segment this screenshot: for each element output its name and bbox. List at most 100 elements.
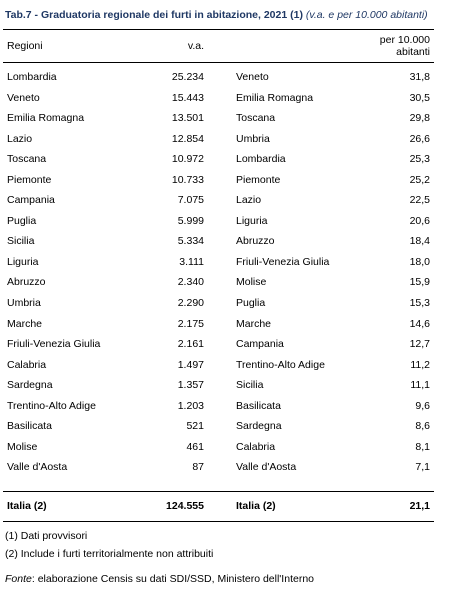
- region-va-cell: Campania: [7, 194, 55, 207]
- va-cell: 10.733: [171, 173, 204, 186]
- header-per-line1: per 10.000: [379, 34, 430, 46]
- table-row: Veneto 15.443 Emilia Romagna 30,5: [0, 90, 456, 111]
- top-rule: [3, 29, 434, 30]
- region-va-cell: Calabria: [7, 358, 47, 371]
- region-rate-cell: Emilia Romagna: [236, 91, 314, 104]
- region-va-cell: Puglia: [7, 214, 37, 227]
- footnote-1: (1) Dati provvisori: [5, 530, 88, 542]
- va-cell: 2.290: [177, 297, 204, 310]
- va-cell: 87: [192, 461, 204, 474]
- table-row: Lombardia 25.234 Veneto 31,8: [0, 69, 456, 90]
- va-cell: 2.175: [177, 317, 204, 330]
- table-title-main: Tab.7 - Graduatoria regionale dei furti …: [5, 9, 303, 21]
- va-cell: 2.161: [177, 338, 204, 351]
- total-label-va: Italia (2): [7, 500, 47, 512]
- region-rate-cell: Sicilia: [236, 379, 264, 392]
- rate-cell: 11,2: [410, 358, 430, 371]
- rate-cell: 9,6: [415, 399, 430, 412]
- va-cell: 10.972: [171, 153, 204, 166]
- region-rate-cell: Umbria: [236, 132, 270, 145]
- footnote-2: (2) Include i furti territorialmente non…: [5, 548, 214, 560]
- region-rate-cell: Calabria: [236, 440, 276, 453]
- region-rate-cell: Sardegna: [236, 420, 282, 433]
- rate-cell: 8,1: [415, 440, 430, 453]
- total-row: Italia (2) 124.555 Italia (2) 21,1: [0, 500, 456, 516]
- va-cell: 15.443: [171, 91, 204, 104]
- va-cell: 1.357: [177, 379, 204, 392]
- rate-cell: 25,3: [409, 153, 430, 166]
- region-va-cell: Basilicata: [7, 420, 52, 433]
- table-body: Lombardia 25.234 Veneto 31,8 Veneto 15.443 Emi…: [0, 69, 456, 480]
- region-rate-cell: Lombardia: [236, 153, 286, 166]
- va-cell: 12.854: [171, 132, 204, 145]
- source-text: : elaborazione Censis su dati SDI/SSD, M…: [31, 573, 315, 585]
- va-cell: 5.334: [177, 235, 204, 248]
- rate-cell: 20,6: [409, 214, 430, 227]
- table-row: Puglia 5.999 Liguria 20,6: [0, 213, 456, 234]
- rate-cell: 31,8: [409, 71, 430, 83]
- region-rate-cell: Molise: [236, 276, 267, 289]
- rate-cell: 12,7: [409, 338, 430, 351]
- table-row: Abruzzo 2.340 Molise 15,9: [0, 274, 456, 295]
- va-cell: 1.497: [177, 358, 204, 371]
- region-va-cell: Piemonte: [7, 173, 52, 186]
- rate-cell: 18,4: [409, 235, 430, 248]
- total-top-rule: [3, 491, 434, 492]
- region-va-cell: Friuli-Venezia Giulia: [7, 338, 101, 351]
- region-rate-cell: Campania: [236, 338, 284, 351]
- table-row: Sicilia 5.334 Abruzzo 18,4: [0, 233, 456, 254]
- rate-cell: 29,8: [409, 112, 430, 125]
- rate-cell: 7,1: [415, 461, 430, 474]
- region-rate-cell: Abruzzo: [236, 235, 275, 248]
- rate-cell: 8,6: [415, 420, 430, 433]
- rate-cell: 25,2: [409, 173, 430, 186]
- region-va-cell: Emilia Romagna: [7, 112, 85, 125]
- total-label-rate: Italia (2): [236, 500, 276, 512]
- header-per-10000: per 10.000 abitanti: [350, 34, 430, 58]
- table-row: Emilia Romagna 13.501 Toscana 29,8: [0, 110, 456, 131]
- table-row: Lazio 12.854 Umbria 26,6: [0, 131, 456, 152]
- va-cell: 521: [186, 420, 204, 433]
- rate-cell: 15,3: [409, 297, 430, 310]
- table-title-note: (v.a. e per 10.000 abitanti): [305, 9, 428, 21]
- table-title: Tab.7 - Graduatoria regionale dei furti …: [5, 9, 453, 21]
- region-va-cell: Toscana: [7, 153, 47, 166]
- rate-cell: 22,5: [409, 194, 430, 207]
- region-va-cell: Molise: [7, 440, 38, 453]
- region-va-cell: Sicilia: [7, 235, 35, 248]
- source-label: Fonte: [5, 573, 32, 585]
- table-row: Calabria 1.497 Trentino-Alto Adige 11,2: [0, 357, 456, 378]
- total-va: 124.555: [166, 500, 204, 512]
- region-va-cell: Sardegna: [7, 379, 53, 392]
- region-va-cell: Veneto: [7, 91, 40, 104]
- region-va-cell: Valle d'Aosta: [7, 461, 68, 474]
- region-rate-cell: Trentino-Alto Adige: [236, 358, 325, 371]
- region-va-cell: Umbria: [7, 297, 41, 310]
- region-va-cell: Trentino-Alto Adige: [7, 399, 96, 412]
- table-row: Marche 2.175 Marche 14,6: [0, 316, 456, 337]
- region-rate-cell: Lazio: [236, 194, 262, 207]
- region-va-cell: Abruzzo: [7, 276, 46, 289]
- region-rate-cell: Friuli-Venezia Giulia: [236, 255, 330, 268]
- va-cell: 25.234: [171, 71, 204, 83]
- region-rate-cell: Marche: [236, 317, 272, 330]
- table-row: Friuli-Venezia Giulia 2.161 Campania 12,7: [0, 336, 456, 357]
- region-va-cell: Lombardia: [7, 71, 57, 83]
- va-cell: 7.075: [177, 194, 204, 207]
- table-row: Toscana 10.972 Lombardia 25,3: [0, 151, 456, 172]
- va-cell: 5.999: [177, 214, 204, 227]
- va-cell: 3.111: [179, 255, 204, 268]
- header-regioni: Regioni: [7, 40, 43, 52]
- table-row: Valle d'Aosta 87 Valle d'Aosta 7,1: [0, 459, 456, 480]
- table-row: Trentino-Alto Adige 1.203 Basilicata 9,6: [0, 398, 456, 419]
- va-cell: 2.340: [177, 276, 204, 289]
- table-row: Basilicata 521 Sardegna 8,6: [0, 418, 456, 439]
- region-rate-cell: Toscana: [236, 112, 276, 125]
- region-va-cell: Liguria: [7, 255, 39, 268]
- rate-cell: 11,1: [410, 379, 430, 392]
- source-note: Fonte: elaborazione Censis su dati SDI/S…: [5, 573, 314, 585]
- region-rate-cell: Liguria: [236, 214, 268, 227]
- total-rate: 21,1: [409, 500, 430, 512]
- table-row: Piemonte 10.733 Piemonte 25,2: [0, 172, 456, 193]
- va-cell: 461: [186, 440, 204, 453]
